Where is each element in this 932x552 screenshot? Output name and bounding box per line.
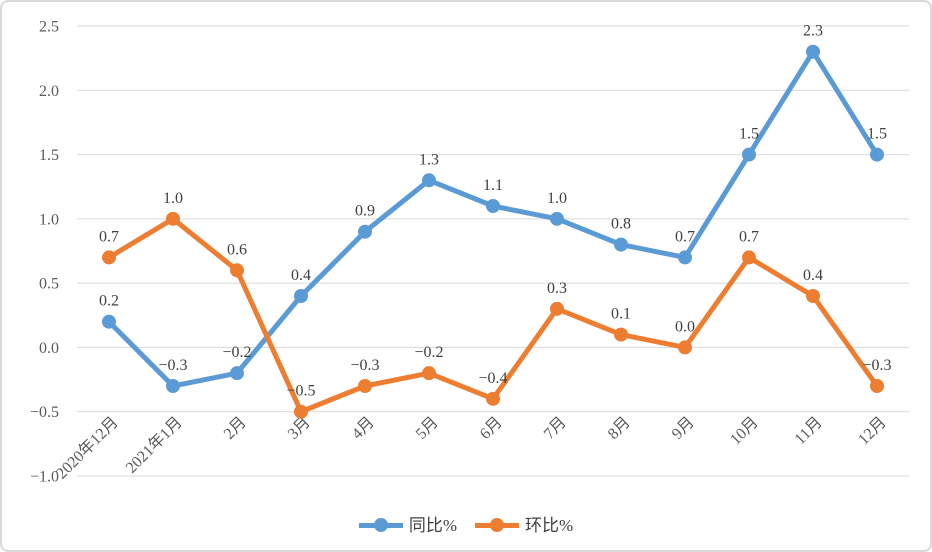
data-label: 0.3 [547, 280, 567, 297]
data-label: 0.1 [611, 306, 631, 323]
data-label: −0.2 [414, 344, 443, 361]
data-point-marker [870, 379, 884, 393]
legend-label: 环比% [525, 516, 574, 535]
data-label: 0.2 [99, 293, 119, 310]
y-tick-label: 0.5 [39, 276, 59, 293]
data-label: −0.3 [158, 357, 187, 374]
y-tick-label: 2.5 [39, 19, 59, 36]
data-point-marker [486, 391, 500, 406]
data-label: 0.4 [291, 267, 311, 284]
x-tick-label: 2月 [221, 414, 250, 443]
data-point-marker [550, 211, 564, 226]
data-label: 1.0 [163, 190, 183, 207]
y-tick-label: −0.5 [30, 404, 59, 421]
data-point-marker [486, 199, 500, 213]
data-point-marker [742, 147, 756, 162]
data-point-marker [230, 263, 244, 278]
y-tick-label: 1.5 [39, 147, 59, 164]
x-tick-label: 2021年1月 [122, 413, 186, 477]
y-tick-label: 2.0 [39, 83, 59, 100]
data-point-marker [806, 289, 820, 303]
data-point-marker [422, 173, 436, 188]
x-tick-label: 6月 [477, 414, 506, 443]
data-point-marker [422, 366, 436, 381]
data-label: −0.2 [222, 344, 251, 361]
data-label: 0.4 [803, 267, 823, 284]
data-point-marker [102, 250, 116, 265]
data-label: 0.7 [675, 228, 695, 245]
x-tick-label: 2020年12月 [53, 413, 122, 482]
legend-label: 同比% [408, 516, 457, 535]
data-point-marker [806, 44, 820, 59]
legend-line-marker-icon [475, 518, 519, 532]
data-label: −0.3 [862, 357, 891, 374]
y-tick-label: 1.0 [39, 211, 59, 228]
data-label: 1.3 [419, 151, 439, 168]
y-tick-label: 0.0 [39, 340, 59, 357]
data-label: 2.3 [803, 23, 823, 40]
data-point-marker [230, 366, 244, 381]
x-tick-label: 5月 [413, 414, 442, 443]
data-label: 0.6 [227, 241, 247, 258]
data-point-marker [870, 147, 884, 162]
data-point-marker [166, 211, 180, 226]
legend-line-marker-icon [358, 518, 403, 532]
data-point-marker [742, 250, 756, 265]
x-tick-label: 7月 [541, 414, 570, 443]
data-label: 1.0 [547, 190, 567, 207]
data-point-marker [614, 327, 628, 342]
data-point-marker [102, 314, 116, 329]
x-tick-label: 11月 [792, 414, 826, 448]
data-label: 0.0 [675, 318, 695, 335]
data-point-marker [358, 224, 372, 239]
data-point-marker [294, 404, 308, 419]
x-tick-label: 4月 [349, 414, 378, 443]
x-tick-label: 10月 [727, 414, 762, 449]
data-point-marker [678, 340, 692, 355]
data-label: 0.7 [99, 228, 119, 245]
data-point-marker [294, 289, 308, 303]
legend-item-huanbi: 环比% [475, 517, 573, 534]
legend-item-tongbi: 同比% [358, 516, 457, 535]
data-label: 1.5 [739, 126, 759, 143]
data-label: 0.7 [739, 228, 759, 245]
data-label: −0.4 [478, 370, 507, 387]
data-label: 0.8 [611, 216, 631, 233]
data-point-marker [358, 379, 372, 393]
x-tick-label: 9月 [669, 414, 698, 443]
data-point-marker [614, 237, 628, 252]
data-point-marker [678, 250, 692, 265]
chart-legend: 同比% 环比% [2, 517, 930, 534]
data-label: 1.5 [867, 126, 887, 143]
x-tick-label: 12月 [855, 414, 890, 449]
x-tick-label: 8月 [605, 414, 634, 443]
data-point-marker [166, 379, 180, 393]
data-label: −0.3 [350, 357, 379, 374]
data-label: −0.5 [286, 383, 315, 400]
data-label: 0.9 [355, 203, 375, 220]
data-point-marker [550, 301, 564, 316]
data-label: 1.1 [483, 177, 503, 194]
y-tick-label: −1.0 [30, 469, 59, 486]
